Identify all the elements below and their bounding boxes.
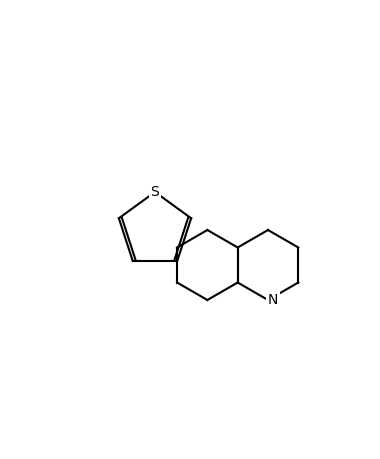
Text: N: N — [268, 293, 278, 307]
Text: S: S — [150, 185, 159, 199]
